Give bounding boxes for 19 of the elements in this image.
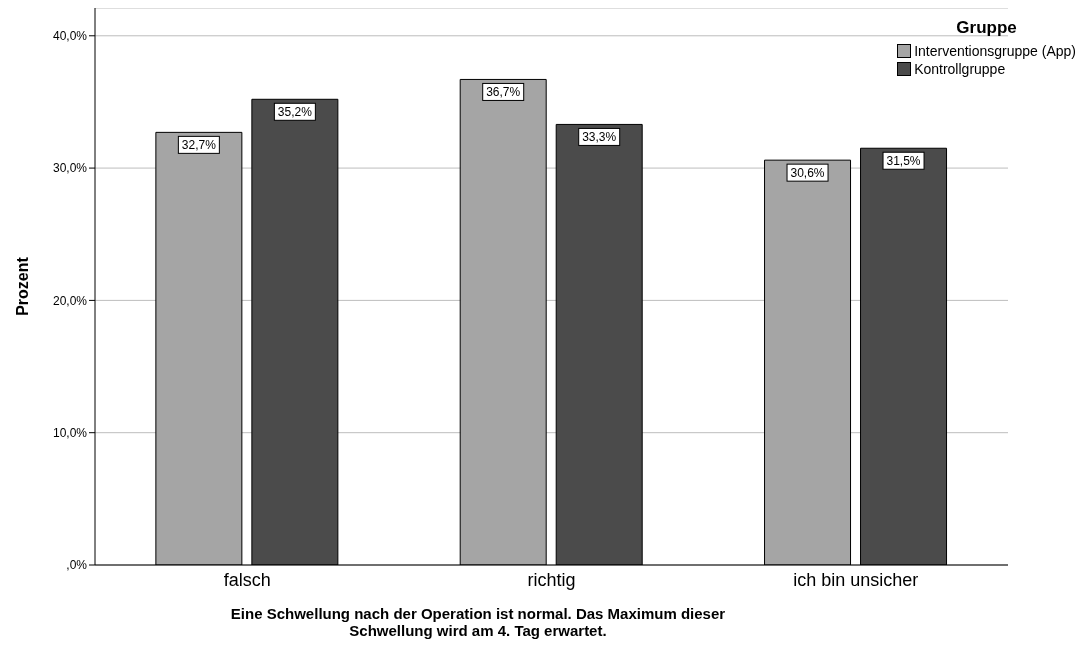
legend-title: Gruppe xyxy=(955,18,1018,38)
y-tick-label: 10,0% xyxy=(52,425,88,440)
y-axis-title: Prozent xyxy=(13,256,31,316)
data-label: 36,7% xyxy=(486,85,521,100)
x-tick-label: richtig xyxy=(527,569,576,590)
data-label: 33,3% xyxy=(582,130,617,145)
data-label: 32,7% xyxy=(181,138,217,153)
data-label: 30,6% xyxy=(790,166,825,181)
y-tick-label: 20,0% xyxy=(52,293,88,308)
legend-label: Interventionsgruppe (App) xyxy=(914,43,1076,59)
data-label: 35,2% xyxy=(277,105,313,120)
x-axis-title: Eine Schwellung nach der Operation ist normal. Das Maximum dieser Schwellung wird am 4. Tag erwartet. xyxy=(229,605,727,639)
x-tick-label: ich bin unsicher xyxy=(793,569,919,590)
y-tick-label: 30,0% xyxy=(52,161,88,176)
y-tick-label: 40,0% xyxy=(52,29,88,44)
y-tick-label: ,0% xyxy=(66,558,88,573)
x-tick-label: falsch xyxy=(223,569,271,590)
data-label: 31,5% xyxy=(886,154,921,169)
legend-label: Kontrollgruppe xyxy=(914,61,1006,77)
